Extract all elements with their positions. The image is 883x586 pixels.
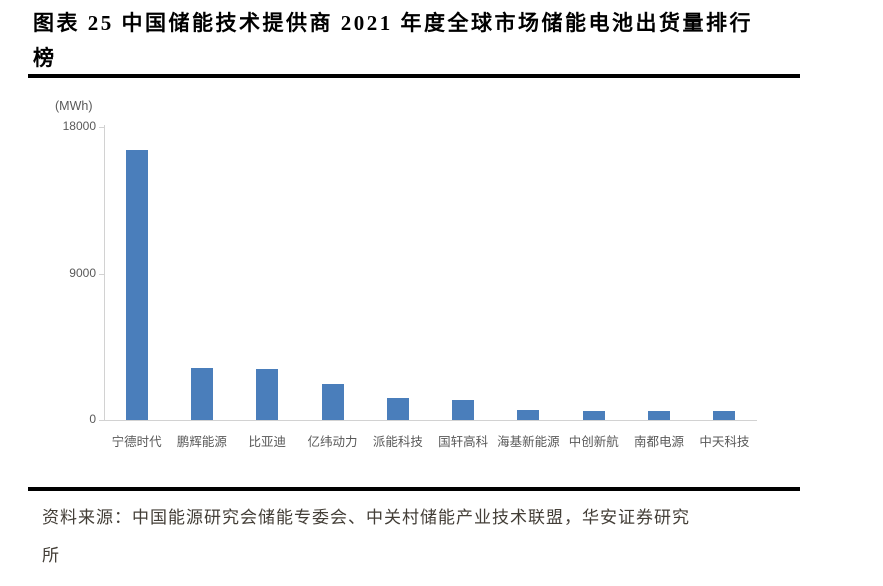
y-axis-tick-mark [99, 420, 104, 421]
bar [125, 149, 148, 420]
y-axis-tick-mark [99, 127, 104, 128]
bar [452, 400, 475, 420]
bar [256, 368, 279, 420]
figure-title-line-1: 图表 25 中国储能技术提供商 2021 年度全球市场储能电池出货量排行 [33, 11, 753, 35]
x-axis-label: 派能科技 [372, 435, 423, 449]
bar [321, 384, 344, 420]
bar [713, 411, 736, 420]
x-axis-label: 亿纬动力 [307, 435, 358, 449]
source-note: 资料来源：中国能源研究会储能专委会、中关村储能产业技术联盟，华安证券研究 所 [42, 499, 814, 575]
x-axis-label: 中天科技 [699, 435, 750, 449]
x-axis-label: 鹏辉能源 [176, 435, 227, 449]
x-axis-label: 海基新能源 [497, 435, 560, 449]
x-axis-label: 宁德时代 [111, 435, 162, 449]
bar [386, 398, 409, 420]
figure-title-line-2: 榜 [33, 46, 57, 70]
x-axis-label: 比亚迪 [248, 435, 286, 449]
divider-bottom [28, 487, 800, 491]
x-axis-label: 国轩高科 [438, 435, 489, 449]
source-note-line-1: 资料来源：中国能源研究会储能专委会、中关村储能产业技术联盟，华安证券研究 [42, 508, 690, 527]
y-axis-line [104, 125, 105, 421]
divider-top [28, 74, 800, 78]
y-axis-unit-label: (MWh) [55, 99, 93, 113]
y-axis-tick-label: 18000 [62, 119, 96, 133]
y-axis-tick-label: 9000 [69, 265, 96, 280]
bar [648, 410, 671, 420]
bar [517, 409, 540, 420]
figure-title: 图表 25 中国储能技术提供商 2021 年度全球市场储能电池出货量排行 榜 [33, 6, 823, 76]
x-axis-line [104, 420, 757, 421]
y-axis-tick-mark [99, 273, 104, 275]
source-note-line-2: 所 [42, 546, 60, 565]
bar [190, 367, 213, 420]
x-axis-label: 中创新航 [568, 435, 619, 449]
y-axis-tick-label: 0 [89, 412, 96, 426]
x-axis-label: 南都电源 [634, 435, 685, 449]
bar [582, 410, 605, 420]
